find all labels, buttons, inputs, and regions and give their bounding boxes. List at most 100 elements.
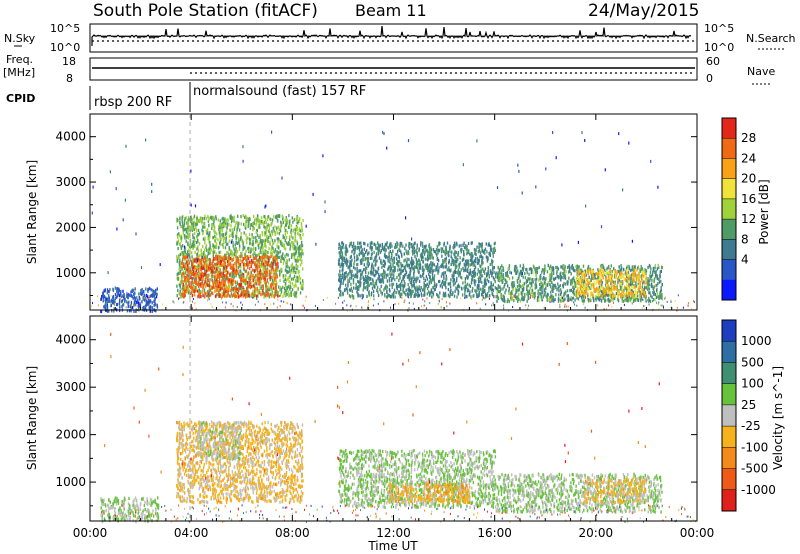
- echo-cell: [282, 261, 285, 265]
- echo-cell: [479, 287, 482, 291]
- echo-cell: [508, 264, 511, 268]
- echo-cell: [271, 279, 274, 283]
- echo-cell: [275, 272, 277, 276]
- echo-cell: [255, 223, 257, 227]
- echo-cell: [212, 242, 214, 247]
- echo-cell: [460, 286, 463, 290]
- echo-cell: [246, 272, 249, 276]
- echo-cell: [233, 256, 235, 260]
- echo-cell: [629, 299, 632, 303]
- echo-cell: [579, 276, 582, 280]
- echo-cell: [458, 274, 460, 278]
- echo-cell: [187, 234, 189, 238]
- echo-cell: [503, 277, 506, 281]
- echo-cell: [496, 290, 498, 294]
- echo-cell: [264, 273, 266, 277]
- echo-cell: [182, 225, 184, 229]
- echo-cell: [224, 224, 226, 228]
- echo-cell: [426, 286, 429, 291]
- echo-cell: [270, 254, 272, 258]
- echo-cell: [250, 259, 253, 263]
- echo-cell: [267, 263, 270, 267]
- echo-cell: [257, 273, 259, 277]
- echo-cell: [391, 269, 393, 273]
- echo-cell: [448, 295, 451, 299]
- echo-cell: [256, 271, 258, 275]
- echo-cell: [265, 221, 268, 225]
- echo-cell: [300, 286, 302, 290]
- echo-cell: [279, 286, 282, 290]
- echo-cell: [219, 264, 221, 268]
- echo-cell: [483, 279, 486, 283]
- echo-cell: [369, 243, 372, 247]
- echo-cell: [514, 292, 517, 296]
- echo-cell: [400, 288, 402, 292]
- echo-cell: [193, 227, 195, 231]
- echo-cell: [262, 273, 264, 277]
- echo-cell: [196, 282, 198, 287]
- echo-cell: [649, 274, 651, 278]
- echo-cell: [343, 258, 345, 262]
- echo-cell: [228, 287, 230, 291]
- echo-cell: [289, 287, 291, 291]
- echo-cell: [104, 288, 106, 292]
- echo-cell: [239, 244, 241, 248]
- echo-cell: [245, 279, 247, 283]
- echo-cell: [373, 259, 375, 263]
- echo-cell: [430, 252, 432, 256]
- echo-cell: [238, 288, 240, 292]
- echo-cell: [480, 268, 482, 272]
- echo-cell: [128, 309, 131, 313]
- echo-cell: [210, 263, 212, 267]
- echo-cell: [300, 248, 303, 252]
- echo-cell: [351, 244, 354, 249]
- echo-cell: [482, 267, 484, 271]
- echo-cell: [362, 288, 364, 292]
- echo-cell: [190, 275, 192, 280]
- echo-cell: [435, 265, 437, 269]
- echo-cell: [182, 255, 184, 259]
- echo-cell: [433, 277, 435, 281]
- echo-cell: [352, 244, 355, 248]
- echo-cell: [224, 278, 227, 282]
- echo-cell: [416, 246, 418, 250]
- echo-cell: [341, 258, 343, 262]
- echo-cell: [183, 290, 186, 294]
- echo-cell: [378, 274, 381, 279]
- echo-cell: [442, 260, 444, 264]
- echo-cell: [114, 296, 117, 300]
- echo-cell: [236, 249, 238, 254]
- echo-cell: [379, 250, 382, 255]
- echo-cell: [365, 276, 368, 280]
- echo-cell: [474, 271, 476, 275]
- echo-cell: [276, 293, 278, 297]
- echo-cell: [283, 236, 285, 240]
- echo-cell: [198, 263, 200, 267]
- echo-cell: [351, 258, 353, 262]
- echo-cell: [215, 289, 217, 293]
- echo-cell: [266, 238, 268, 242]
- echo-cell: [254, 287, 256, 291]
- echo-cell: [464, 292, 466, 296]
- echo-cell: [295, 291, 297, 295]
- echo-cell: [590, 299, 592, 303]
- echo-cell: [260, 257, 263, 261]
- echo-cell: [416, 266, 419, 270]
- echo-cell: [298, 253, 300, 257]
- echo-cell: [341, 272, 344, 276]
- echo-cell: [452, 271, 454, 275]
- echo-cell: [469, 263, 471, 267]
- echo-cell: [145, 287, 147, 291]
- echo-cell: [339, 273, 342, 277]
- echo-cell: [186, 225, 189, 230]
- echo-cell: [258, 246, 260, 250]
- echo-cell: [387, 256, 389, 260]
- echo-cell: [258, 219, 261, 223]
- echo-cell: [267, 292, 269, 296]
- echo-cell: [438, 266, 440, 270]
- echo-cell: [155, 292, 157, 296]
- echo-cell: [207, 234, 210, 238]
- echo-cell: [106, 297, 109, 301]
- echo-cell: [298, 219, 300, 224]
- echo-cell: [177, 241, 179, 245]
